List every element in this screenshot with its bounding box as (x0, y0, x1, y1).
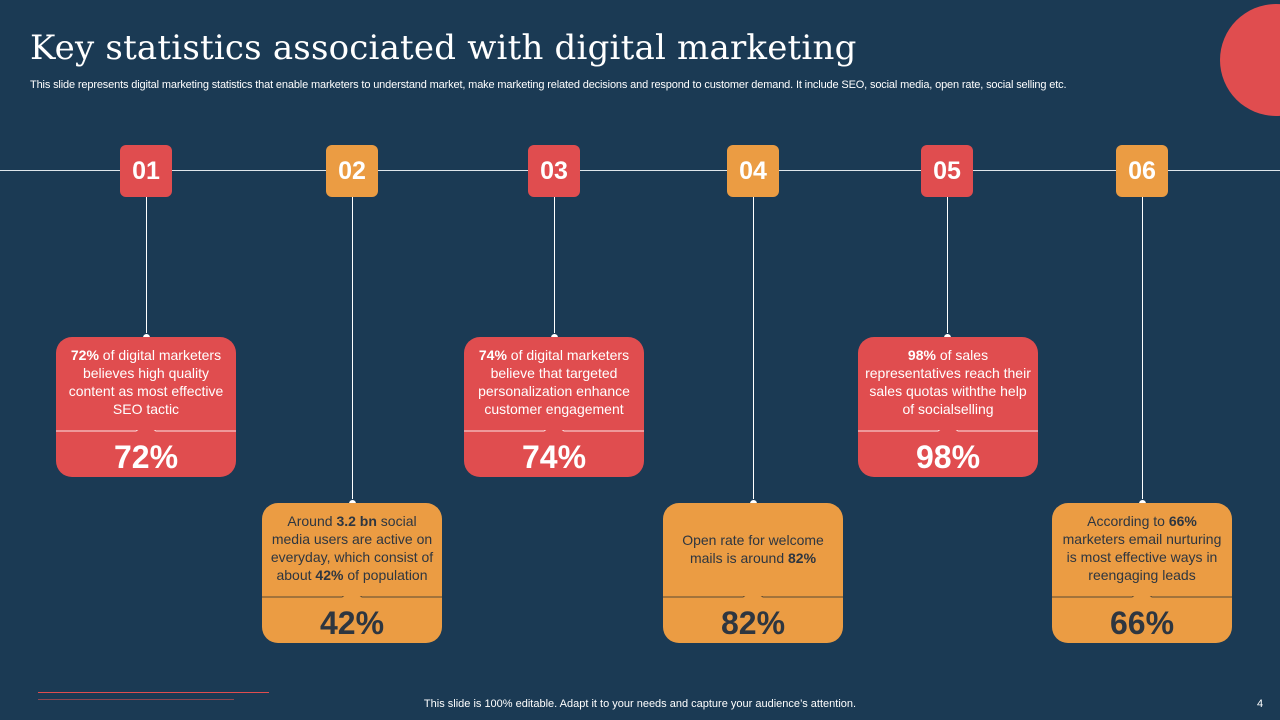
footer-accent-line-short (38, 699, 234, 700)
stat-card-03: 74% of digital marketers believe that ta… (464, 337, 644, 477)
card-divider-02 (262, 596, 442, 598)
stat-value-01: 72% (113, 439, 179, 475)
connector-line-06 (1142, 197, 1143, 503)
card-divider-06 (1052, 596, 1232, 598)
step-badge-01: 01 (120, 145, 172, 197)
step-badge-04: 04 (727, 145, 779, 197)
connector-line-05 (947, 197, 948, 337)
page-number: 4 (1257, 698, 1264, 710)
card-divider-05 (858, 430, 1038, 432)
card-divider-04 (663, 596, 843, 598)
step-badge-02: 02 (326, 145, 378, 197)
stat-card-05: 98% of sales representatives reach their… (858, 337, 1038, 477)
stat-value-06: 66% (1109, 605, 1175, 641)
footer-note: This slide is 100% editable. Adapt it to… (423, 698, 857, 710)
step-badge-06: 06 (1116, 145, 1168, 197)
stat-value-02: 42% (319, 605, 385, 641)
card-divider-01 (56, 430, 236, 432)
connector-line-01 (146, 197, 147, 337)
step-badge-05: 05 (921, 145, 973, 197)
stat-value-04: 82% (720, 605, 786, 641)
decorative-circle (1220, 4, 1280, 116)
connector-line-02 (352, 197, 353, 503)
connector-line-03 (554, 197, 555, 337)
slide-title: Key statistics associated with digital m… (30, 28, 857, 68)
footer-accent-line (38, 692, 269, 693)
stat-description-06: According to 66% marketers email nurturi… (1062, 513, 1222, 583)
stat-card-02: Around 3.2 bn social media users are act… (262, 503, 442, 643)
card-divider-03 (464, 430, 644, 432)
stat-card-06: According to 66% marketers email nurturi… (1052, 503, 1232, 643)
slide-subtitle: This slide represents digital marketing … (30, 79, 1067, 91)
stat-value-03: 74% (521, 439, 587, 475)
stat-description-05: 98% of sales representatives reach their… (865, 347, 1031, 417)
stat-card-01: 72% of digital marketers believes high q… (56, 337, 236, 477)
step-badge-03: 03 (528, 145, 580, 197)
stat-description-04: Open rate for welcome mails is around 82… (682, 532, 824, 566)
timeline-line (0, 170, 1280, 171)
stat-value-05: 98% (915, 439, 981, 475)
stat-description-03: 74% of digital marketers believe that ta… (478, 347, 630, 417)
stat-description-02: Around 3.2 bn social media users are act… (270, 513, 434, 583)
stat-description-01: 72% of digital marketers believes high q… (68, 347, 224, 417)
stat-card-04: Open rate for welcome mails is around 82… (663, 503, 843, 643)
connector-line-04 (753, 197, 754, 503)
